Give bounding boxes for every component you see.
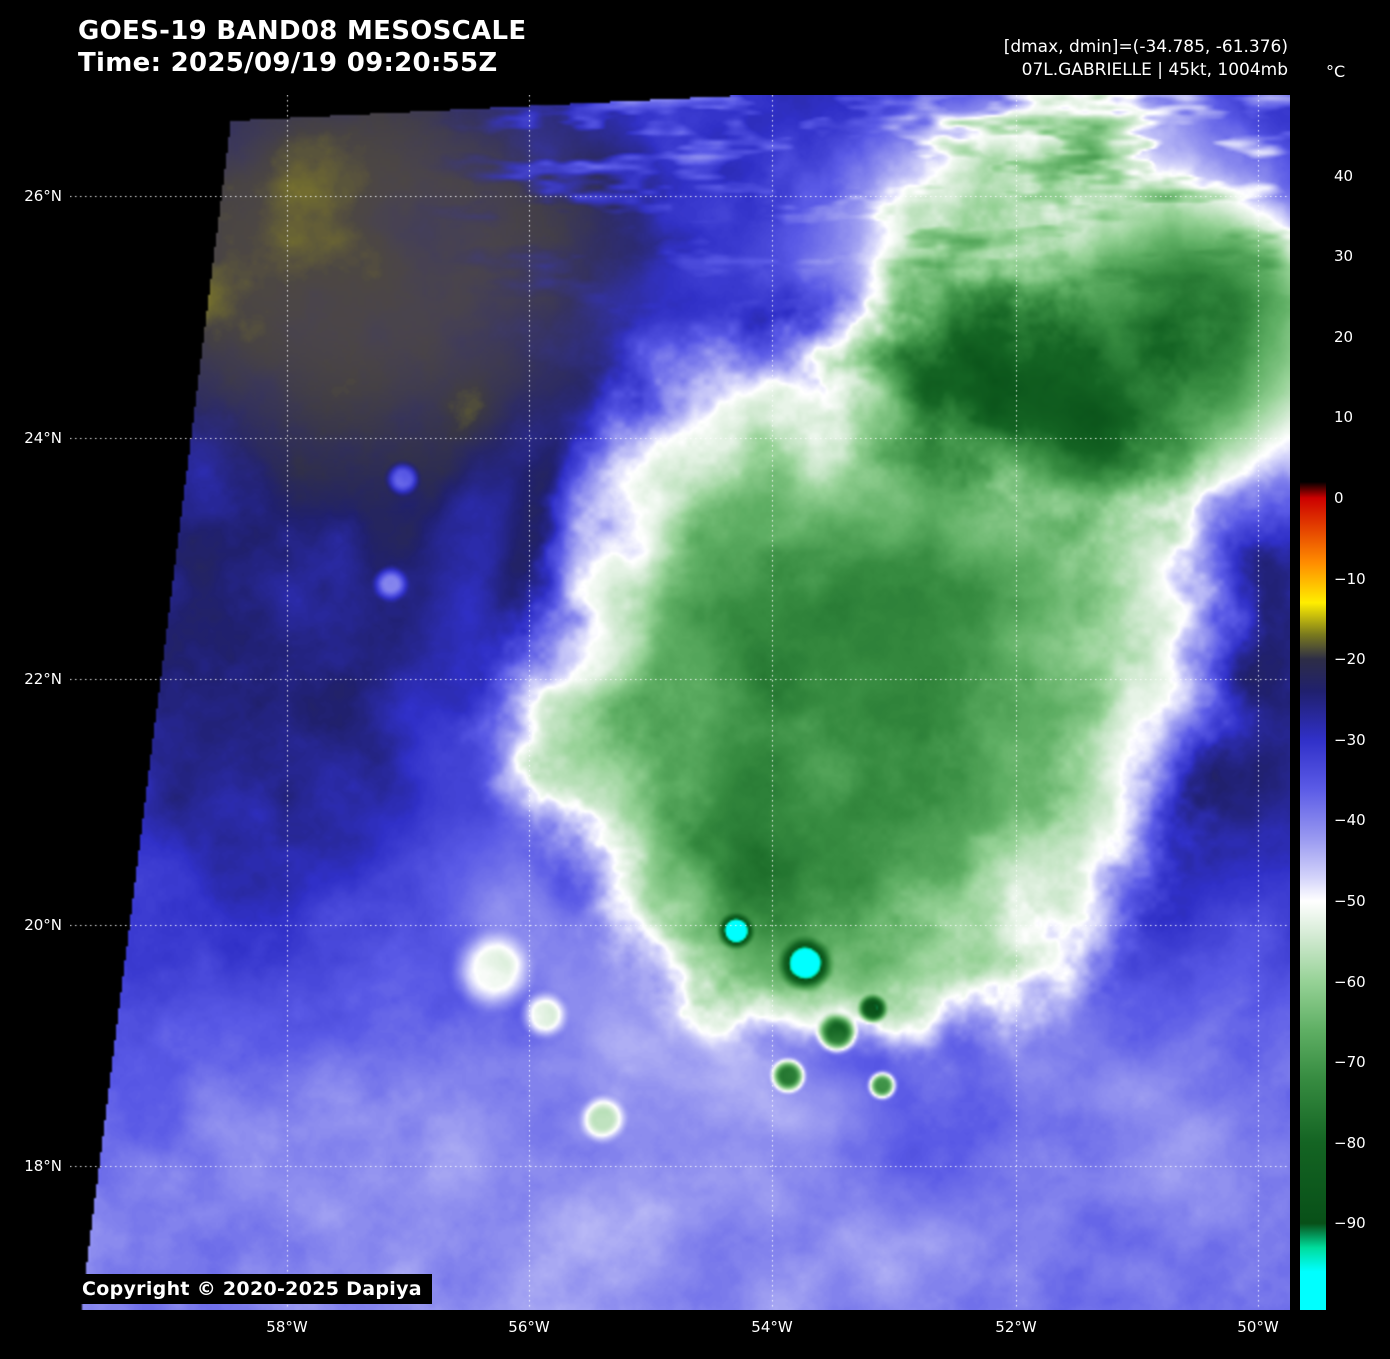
longitude-label: 54°W <box>751 1318 793 1336</box>
copyright-label: Copyright © 2020-2025 Dapiya <box>72 1274 432 1304</box>
latitude-label: 18°N <box>24 1157 62 1175</box>
colorbar-tick-label: 30 <box>1334 247 1354 266</box>
storm-info-label: 07L.GABRIELLE | 45kt, 1004mb <box>1021 60 1288 80</box>
colorbar-unit-label: °C <box>1326 62 1346 81</box>
colorbar-tick-label: 10 <box>1334 408 1354 427</box>
colorbar-tick-label: 0 <box>1334 489 1344 507</box>
annotation-block: [dmax, dmin]=(-34.785, -61.376) 07L.GABR… <box>1004 36 1288 82</box>
latitude-label: 26°N <box>24 187 62 205</box>
colorbar-tick-label: −20 <box>1334 650 1366 669</box>
colorbar-tick-label: −80 <box>1334 1133 1366 1152</box>
colorbar-gradient <box>1300 95 1326 1310</box>
longitude-label: 52°W <box>995 1318 1037 1336</box>
latitude-label: 24°N <box>24 429 62 447</box>
latitude-label: 20°N <box>24 916 62 934</box>
colorbar-tick-label: −70 <box>1334 1053 1366 1072</box>
colorbar-tick-label: −50 <box>1334 892 1366 910</box>
colorbar-tick-label: 40 <box>1334 166 1354 185</box>
colorbar-tick-label: −40 <box>1334 811 1366 830</box>
colorbar-tick-label: −60 <box>1334 972 1366 991</box>
longitude-label: 58°W <box>266 1318 308 1336</box>
satellite-image <box>70 95 1290 1310</box>
colorbar-tick-label: −30 <box>1334 730 1366 749</box>
colorbar-tick-label: −10 <box>1334 569 1366 588</box>
longitude-label: 56°W <box>508 1318 550 1336</box>
latitude-label: 22°N <box>24 670 62 688</box>
colorbar-tick-label: −90 <box>1334 1214 1366 1233</box>
longitude-label: 50°W <box>1237 1318 1279 1336</box>
colorbar-tick-label: 20 <box>1334 327 1354 346</box>
page-title: GOES-19 BAND08 MESOSCALE <box>78 16 527 46</box>
dmax-dmin-label: [dmax, dmin]=(-34.785, -61.376) <box>1003 37 1288 57</box>
timestamp-label: Time: 2025/09/19 09:20:55Z <box>78 48 498 78</box>
